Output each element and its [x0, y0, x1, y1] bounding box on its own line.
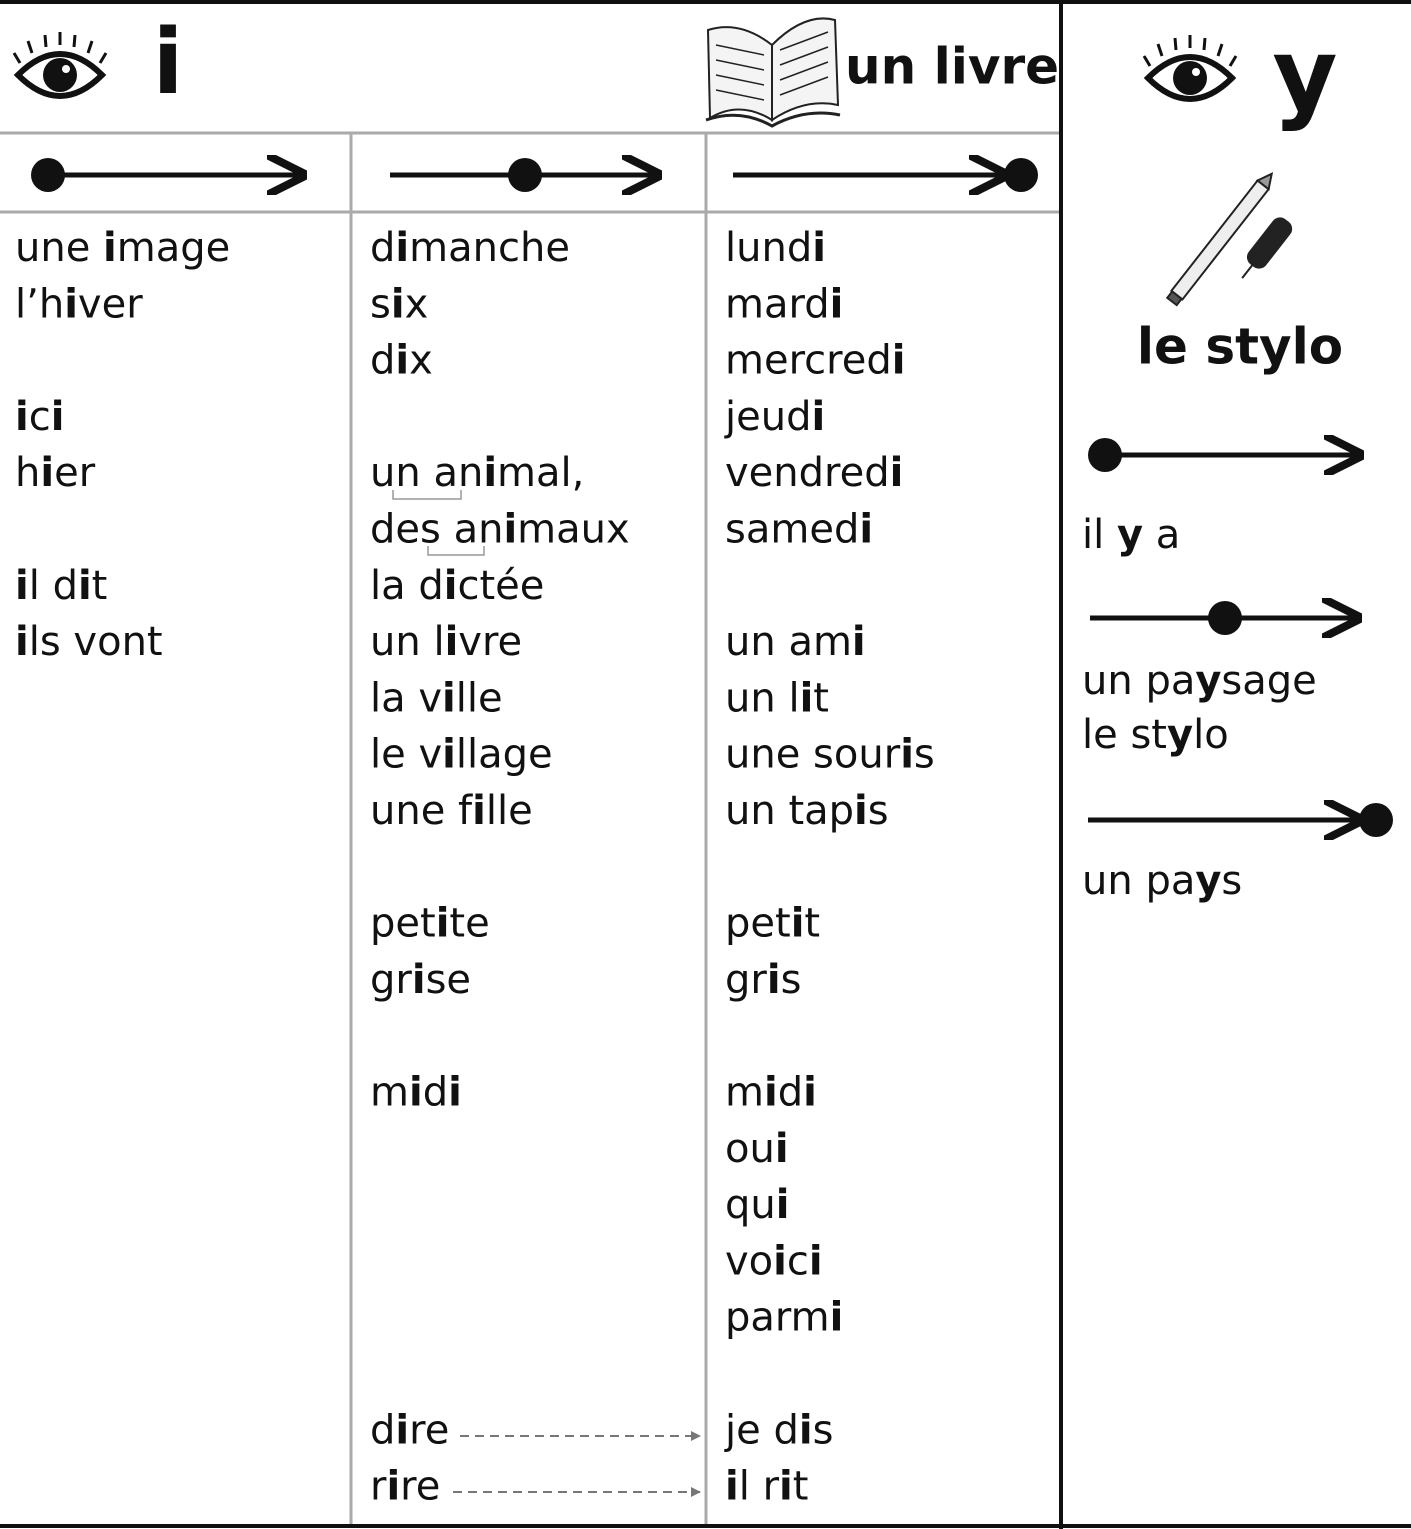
- word: hier: [15, 450, 96, 496]
- book-label: un livre: [845, 38, 1059, 96]
- word: dimanche: [370, 225, 570, 271]
- pen-label: le stylo: [1137, 318, 1343, 376]
- word: mercredi: [725, 338, 905, 384]
- word: une image: [15, 225, 230, 271]
- grid: [0, 131, 1060, 1525]
- word: petit: [725, 901, 820, 947]
- eye-icon: [1142, 35, 1238, 102]
- word: samedi: [725, 507, 873, 553]
- word: il rit: [725, 1464, 808, 1510]
- word: la dictée: [370, 563, 544, 609]
- dashed-arrows: [453, 1431, 701, 1497]
- word: la ville: [370, 675, 503, 721]
- header-letter: i: [153, 10, 184, 115]
- word: midi: [370, 1070, 462, 1116]
- word: une souris: [725, 732, 935, 778]
- pen-icon: [1165, 172, 1293, 307]
- word: grise: [370, 957, 471, 1003]
- word: l’hiver: [15, 281, 143, 327]
- word: je dis: [724, 1407, 833, 1453]
- word: parmi: [725, 1295, 843, 1341]
- word: jeudi: [724, 394, 825, 440]
- word: des animaux: [370, 507, 630, 553]
- book-icon: [705, 17, 841, 128]
- eye-icon: [12, 32, 108, 99]
- word: il y a: [1082, 512, 1180, 558]
- word: un tapis: [725, 788, 889, 834]
- word: ils vont: [15, 619, 163, 665]
- word: un livre: [370, 619, 522, 665]
- word: dire: [370, 1407, 449, 1453]
- word: lundi: [725, 225, 826, 271]
- word: rire: [370, 1464, 440, 1510]
- word: petite: [370, 901, 490, 947]
- word: un lit: [725, 675, 829, 721]
- word: un animal,: [370, 450, 584, 496]
- word: le village: [370, 732, 553, 778]
- side-letter: y: [1272, 16, 1337, 133]
- word: il dit: [15, 563, 107, 609]
- word: oui: [725, 1126, 789, 1172]
- liaison-marks: [392, 490, 485, 556]
- word: une fille: [370, 788, 533, 834]
- word: six: [370, 281, 428, 327]
- word: ici: [15, 394, 64, 440]
- word: le stylo: [1082, 712, 1229, 758]
- position-arrows: [31, 158, 1393, 837]
- word: un ami: [725, 619, 866, 665]
- word: un paysage: [1082, 658, 1317, 704]
- word: un pays: [1082, 858, 1242, 904]
- word: dix: [370, 338, 433, 384]
- word: mardi: [725, 281, 843, 327]
- word: qui: [725, 1182, 789, 1228]
- word: voici: [725, 1238, 823, 1284]
- word: gris: [725, 957, 801, 1003]
- word: vendredi: [725, 450, 903, 496]
- word: midi: [725, 1070, 817, 1116]
